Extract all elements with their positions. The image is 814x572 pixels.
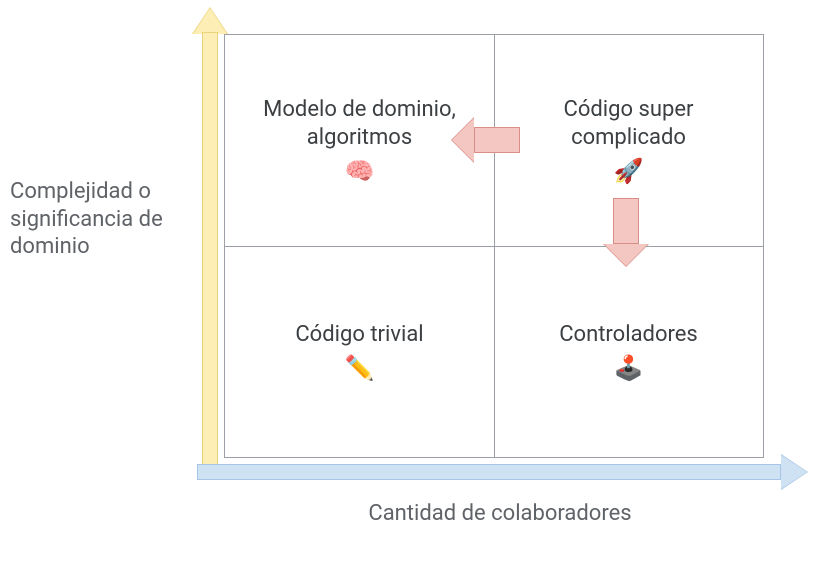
- rocket-icon: 🚀: [614, 157, 644, 185]
- y-axis-arrow: [196, 8, 224, 472]
- quadrant-label: Controladores: [559, 321, 698, 349]
- transition-arrow-down: [604, 198, 648, 268]
- quadrant-label: Modelo de dominio, algoritmos: [240, 96, 480, 151]
- quadrant-label: Código trivial: [295, 321, 423, 349]
- quadrant-bottom-right: Controladores 🕹️: [494, 246, 763, 457]
- x-axis-arrow: [197, 458, 807, 486]
- pencil-icon: ✏️: [345, 354, 375, 382]
- quadrant-bottom-left: Código trivial ✏️: [225, 246, 494, 457]
- transition-arrow-left: [452, 118, 522, 162]
- quadrant-diagram: Modelo de dominio, algoritmos 🧠 Código s…: [0, 0, 814, 572]
- joystick-icon: 🕹️: [614, 354, 644, 382]
- x-axis-label: Cantidad de colaboradores: [360, 500, 640, 528]
- brain-icon: 🧠: [345, 157, 375, 185]
- quadrant-label: Código super complicado: [509, 96, 749, 151]
- y-axis-label: Complejidad o significancia de dominio: [10, 178, 190, 261]
- quadrant-grid: Modelo de dominio, algoritmos 🧠 Código s…: [224, 34, 764, 458]
